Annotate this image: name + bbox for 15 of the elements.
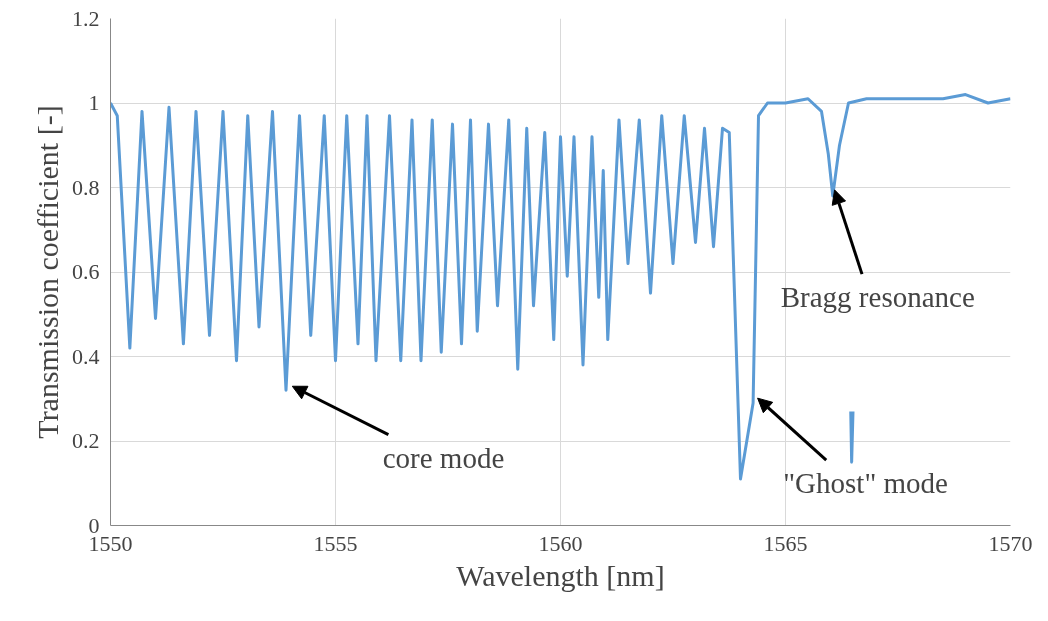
x-tick-label: 1570 xyxy=(988,530,1033,556)
y-tick-label: 0.2 xyxy=(72,428,100,453)
y-tick-label: 1 xyxy=(88,90,100,115)
x-tick-label: 1565 xyxy=(763,530,808,556)
x-tick-label: 1560 xyxy=(538,530,583,556)
y-tick-label: 0.6 xyxy=(72,259,100,284)
y-tick-label: 0.4 xyxy=(72,343,100,369)
y-tick-label: 0.8 xyxy=(72,174,100,200)
y-axis-title: Transmission coefficient [-] xyxy=(31,105,64,439)
x-axis-title: Wavelength [nm] xyxy=(456,558,665,592)
annotation: Bragg resonance xyxy=(780,281,975,314)
y-tick-label: 1.2 xyxy=(72,5,100,31)
x-tick-label: 1555 xyxy=(313,530,358,556)
annotation: core mode xyxy=(382,441,505,474)
annotation: "Ghost" mode xyxy=(783,467,948,500)
